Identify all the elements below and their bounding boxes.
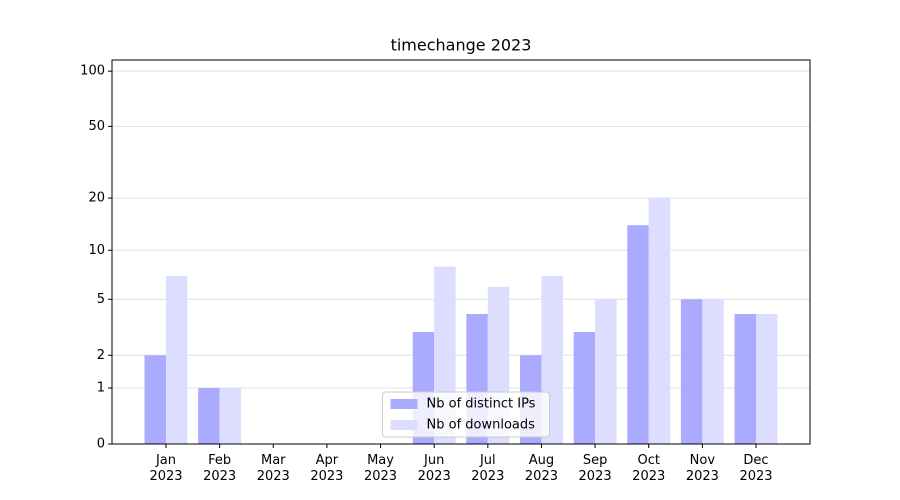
bar: [734, 313, 756, 444]
y-tick-label: 50: [88, 119, 105, 134]
legend-label: Nb of downloads: [427, 418, 536, 433]
legend-swatch: [390, 420, 418, 430]
y-tick-label: 2: [97, 348, 105, 363]
x-tick-label: Jul 2023: [471, 453, 505, 484]
bar: [166, 276, 188, 444]
bar: [144, 355, 166, 444]
x-tick-label: Nov 2023: [685, 453, 719, 484]
bar: [219, 388, 242, 444]
plot-frame: [111, 59, 811, 445]
x-tick-label: Jun 2023: [417, 453, 451, 484]
x-tick-label: Mar 2023: [256, 453, 290, 484]
x-tick-label: Dec 2023: [739, 453, 773, 484]
legend-label: Nb of distinct IPs: [427, 397, 536, 412]
x-tick-label: May 2023: [363, 453, 398, 484]
y-tick-label: 1: [97, 381, 105, 396]
x-tick-label: Aug 2023: [524, 453, 558, 484]
bar: [680, 299, 703, 444]
chart-title: timechange 2023: [391, 36, 532, 55]
legend: Nb of distinct IPs Nb of downloads: [382, 391, 550, 438]
bar: [573, 332, 596, 444]
y-tick-label: 20: [88, 191, 105, 206]
bar: [648, 198, 671, 444]
y-tick-label: 10: [88, 243, 105, 258]
bar: [198, 388, 220, 444]
bar: [595, 299, 617, 444]
y-tick-label: 0: [97, 437, 105, 452]
legend-box: [382, 391, 550, 438]
bar: [627, 225, 649, 444]
x-tick-label: Sep 2023: [578, 453, 612, 484]
x-tick-label: Oct 2023: [632, 453, 666, 484]
bar: [702, 299, 724, 444]
bar: [756, 313, 778, 444]
y-tick-label: 5: [97, 292, 105, 307]
x-tick-label: Feb 2023: [203, 453, 237, 484]
legend-swatch: [390, 399, 418, 409]
x-tick-label: Jan 2023: [149, 453, 183, 484]
y-tick-label: 100: [80, 64, 105, 79]
x-tick-label: Apr 2023: [310, 453, 344, 484]
